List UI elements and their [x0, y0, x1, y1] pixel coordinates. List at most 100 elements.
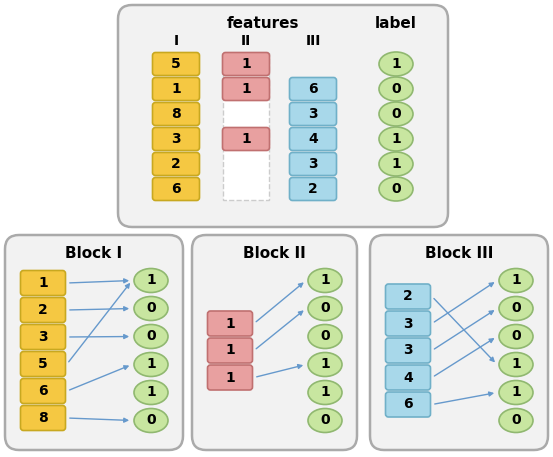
Text: 1: 1: [146, 357, 156, 372]
FancyBboxPatch shape: [290, 78, 336, 101]
Text: 0: 0: [391, 107, 401, 121]
Text: 6: 6: [38, 384, 48, 398]
Text: 1: 1: [241, 82, 251, 96]
Text: 1: 1: [225, 371, 235, 384]
Text: III: III: [305, 34, 321, 48]
FancyBboxPatch shape: [290, 102, 336, 126]
FancyBboxPatch shape: [385, 365, 430, 390]
FancyBboxPatch shape: [153, 153, 200, 175]
Ellipse shape: [379, 77, 413, 101]
Text: 4: 4: [308, 132, 318, 146]
FancyBboxPatch shape: [153, 53, 200, 75]
Text: 1: 1: [511, 386, 521, 399]
Text: 3: 3: [308, 157, 318, 171]
Ellipse shape: [499, 269, 533, 292]
Ellipse shape: [499, 352, 533, 377]
Text: 1: 1: [320, 386, 330, 399]
Ellipse shape: [379, 52, 413, 76]
FancyBboxPatch shape: [153, 128, 200, 150]
Text: 3: 3: [403, 344, 413, 357]
Text: 1: 1: [225, 317, 235, 330]
Text: 1: 1: [146, 273, 156, 287]
Text: 3: 3: [308, 107, 318, 121]
Text: 2: 2: [308, 182, 318, 196]
Ellipse shape: [308, 381, 342, 404]
Ellipse shape: [379, 127, 413, 151]
Ellipse shape: [134, 324, 168, 349]
Text: 3: 3: [403, 317, 413, 330]
Text: 0: 0: [391, 82, 401, 96]
FancyBboxPatch shape: [153, 177, 200, 201]
Text: 2: 2: [38, 303, 48, 317]
FancyBboxPatch shape: [385, 311, 430, 336]
Text: 6: 6: [308, 82, 318, 96]
Text: 8: 8: [38, 411, 48, 425]
FancyBboxPatch shape: [5, 235, 183, 450]
Text: 1: 1: [241, 57, 251, 71]
Text: 0: 0: [511, 414, 521, 427]
FancyBboxPatch shape: [20, 271, 65, 296]
Text: 1: 1: [146, 386, 156, 399]
Text: 1: 1: [241, 132, 251, 146]
Text: 3: 3: [171, 132, 181, 146]
Text: 1: 1: [511, 357, 521, 372]
Ellipse shape: [379, 177, 413, 201]
FancyBboxPatch shape: [118, 5, 448, 227]
Text: 1: 1: [320, 357, 330, 372]
FancyBboxPatch shape: [153, 102, 200, 126]
FancyBboxPatch shape: [222, 128, 269, 150]
Text: Block I: Block I: [65, 245, 123, 260]
FancyBboxPatch shape: [290, 128, 336, 150]
Ellipse shape: [379, 152, 413, 176]
Text: 0: 0: [320, 329, 330, 344]
Text: label: label: [375, 16, 417, 31]
Ellipse shape: [308, 324, 342, 349]
Ellipse shape: [308, 269, 342, 292]
Bar: [223, 53, 269, 200]
Text: 0: 0: [146, 414, 156, 427]
Text: 0: 0: [391, 182, 401, 196]
Text: 1: 1: [171, 82, 181, 96]
FancyBboxPatch shape: [385, 284, 430, 309]
Text: 0: 0: [320, 302, 330, 315]
Text: 0: 0: [146, 302, 156, 315]
Ellipse shape: [134, 297, 168, 320]
Text: 1: 1: [391, 132, 401, 146]
Text: 0: 0: [146, 329, 156, 344]
Text: 8: 8: [171, 107, 181, 121]
FancyBboxPatch shape: [20, 378, 65, 404]
FancyBboxPatch shape: [385, 338, 430, 363]
Ellipse shape: [134, 352, 168, 377]
FancyBboxPatch shape: [192, 235, 357, 450]
Text: 1: 1: [320, 273, 330, 287]
Text: 3: 3: [38, 330, 48, 344]
Text: features: features: [227, 16, 299, 31]
Text: 1: 1: [225, 344, 235, 357]
FancyBboxPatch shape: [370, 235, 548, 450]
FancyBboxPatch shape: [20, 351, 65, 377]
Text: 5: 5: [171, 57, 181, 71]
Ellipse shape: [308, 352, 342, 377]
Text: 2: 2: [403, 289, 413, 303]
Text: 2: 2: [171, 157, 181, 171]
Text: Block III: Block III: [425, 245, 493, 260]
Text: 1: 1: [391, 157, 401, 171]
Text: Block II: Block II: [243, 245, 306, 260]
Text: 4: 4: [403, 371, 413, 384]
Ellipse shape: [499, 381, 533, 404]
Text: 1: 1: [38, 276, 48, 290]
FancyBboxPatch shape: [222, 78, 269, 101]
FancyBboxPatch shape: [20, 405, 65, 430]
FancyBboxPatch shape: [290, 177, 336, 201]
FancyBboxPatch shape: [153, 78, 200, 101]
FancyBboxPatch shape: [20, 324, 65, 350]
Text: 5: 5: [38, 357, 48, 371]
FancyBboxPatch shape: [207, 365, 253, 390]
Text: II: II: [241, 34, 251, 48]
Ellipse shape: [308, 409, 342, 432]
FancyBboxPatch shape: [222, 53, 269, 75]
FancyBboxPatch shape: [20, 298, 65, 323]
Ellipse shape: [308, 297, 342, 320]
FancyBboxPatch shape: [385, 392, 430, 417]
Ellipse shape: [134, 409, 168, 432]
